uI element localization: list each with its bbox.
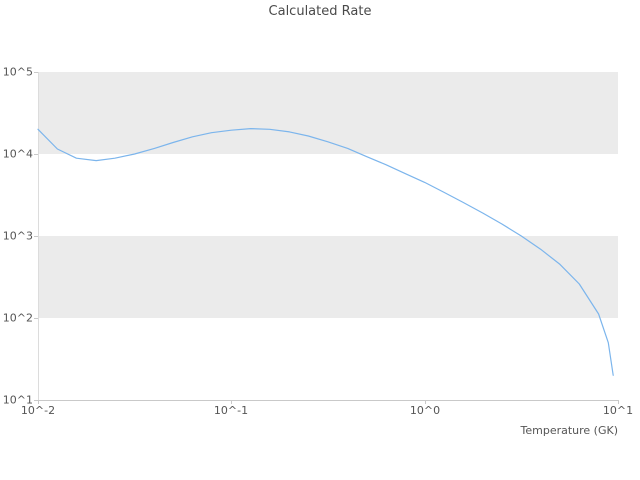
y-tick-mark	[34, 154, 38, 155]
y-tick-label-1e5: 10^5	[2, 65, 33, 79]
y-tick-label-1e4: 10^4	[2, 147, 33, 161]
x-tick-mark	[38, 400, 39, 404]
y-axis-line	[38, 72, 39, 400]
x-axis-line	[38, 400, 618, 401]
x-tick-mark	[618, 400, 619, 404]
y-tick-mark	[34, 236, 38, 237]
y-tick-mark	[34, 400, 38, 401]
x-tick-label-1e1: 10^1	[602, 404, 634, 417]
chart-title: Calculated Rate	[268, 4, 372, 19]
x-tick-mark	[231, 400, 232, 404]
x-axis-title: Temperature (GK)	[520, 424, 619, 437]
y-tick-label-1e3: 10^3	[2, 229, 33, 243]
y-tick-mark	[34, 318, 38, 319]
x-tick-label-1e-1: 10^-1	[213, 404, 249, 417]
y-tick-mark	[34, 72, 38, 73]
y-tick-label-1e2: 10^2	[2, 311, 33, 325]
x-tick-label-1e-2: 10^-2	[20, 404, 56, 417]
plot-area	[38, 72, 618, 400]
x-tick-mark	[425, 400, 426, 404]
x-tick-label-1e0: 10^0	[409, 404, 441, 417]
y-tick-label-1e1: 10^1	[2, 393, 33, 407]
